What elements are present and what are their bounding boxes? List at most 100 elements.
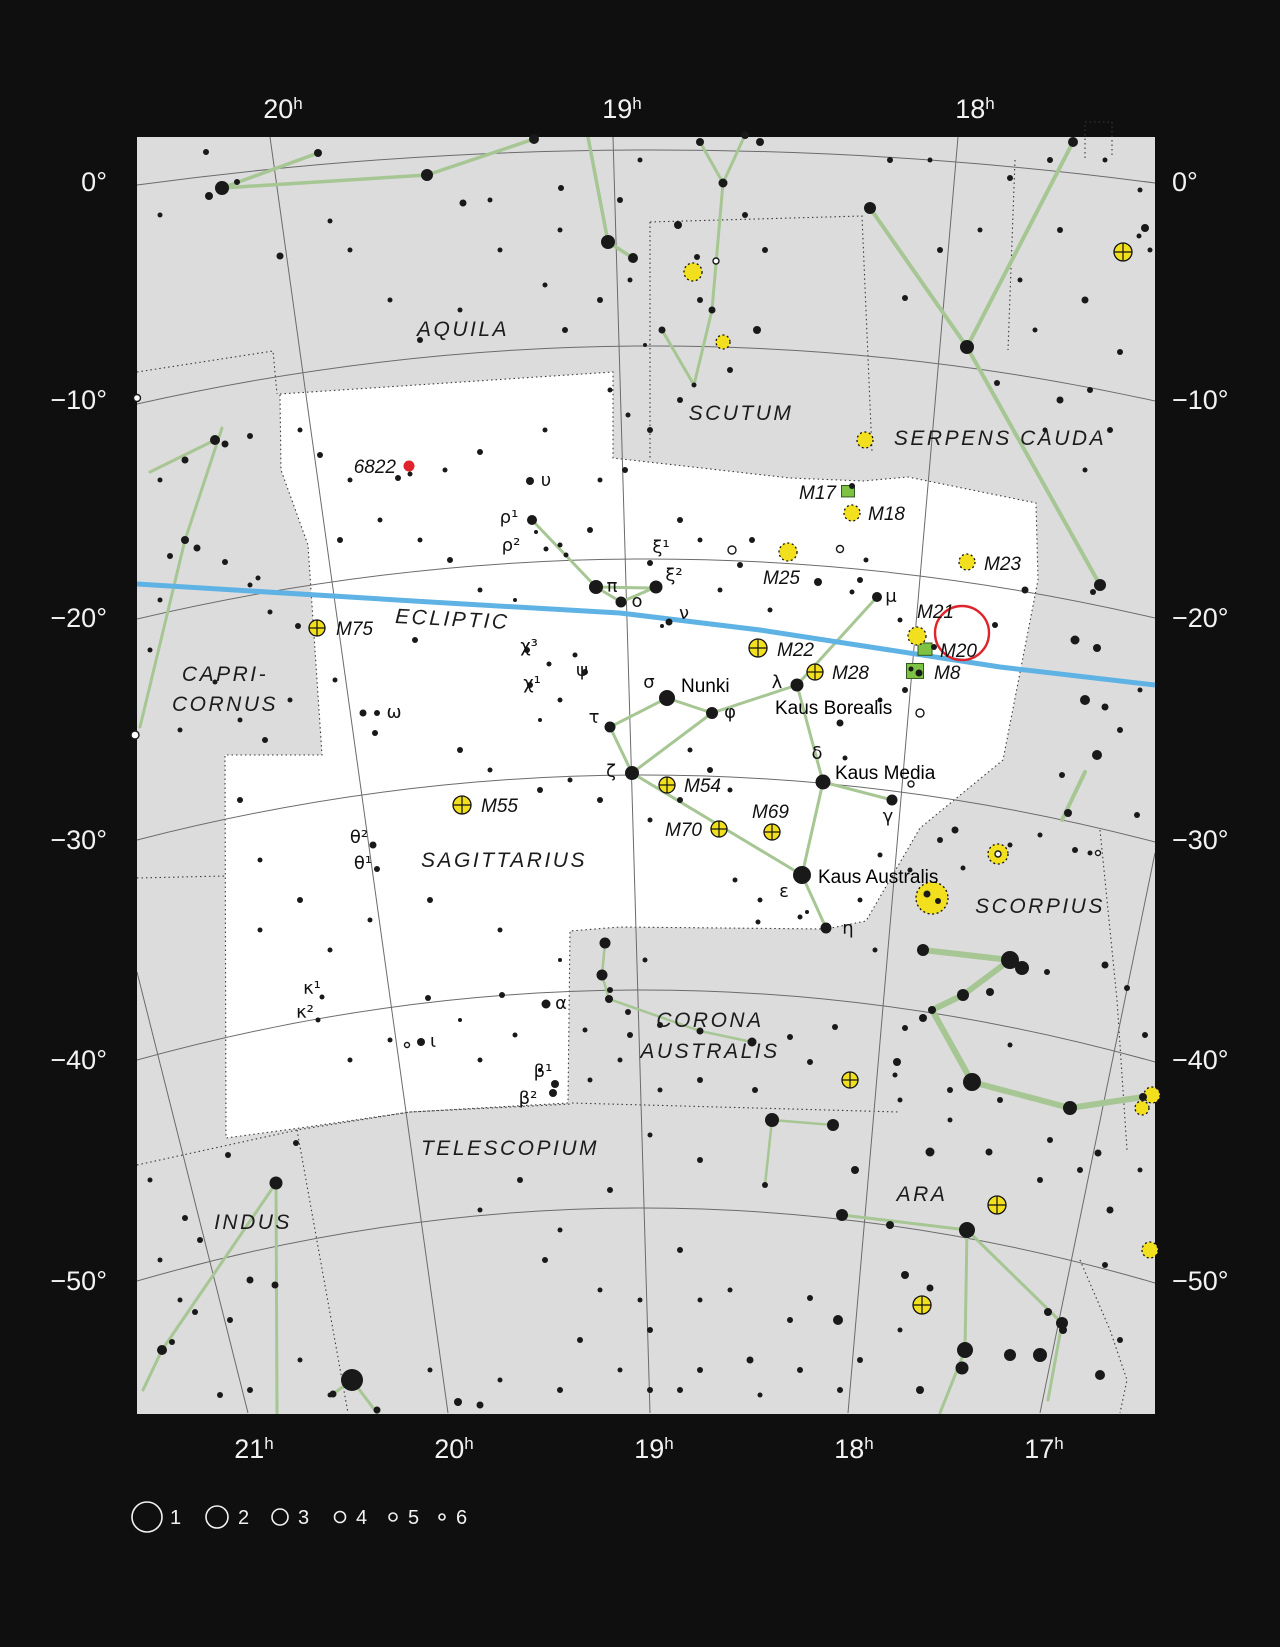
legend-magnitude-circle xyxy=(131,1501,163,1533)
star-dot xyxy=(659,690,675,706)
constellation-boundary-line xyxy=(296,1129,349,1414)
star-dot xyxy=(923,890,931,898)
star-dot xyxy=(749,537,755,543)
star-name-label: Nunki xyxy=(681,676,730,697)
star-dot xyxy=(557,1387,563,1393)
constellation-figure-line xyxy=(692,308,714,387)
star-dot xyxy=(1101,961,1109,969)
star-dot xyxy=(767,607,773,613)
star-dot xyxy=(617,197,623,203)
globular-cluster-symbol xyxy=(806,663,824,681)
star-dot xyxy=(1117,727,1123,733)
star-dot xyxy=(546,661,552,667)
star-dot xyxy=(628,253,638,263)
constellation-figure-line xyxy=(1067,1094,1146,1111)
star-dot xyxy=(1056,396,1064,404)
grid-declination-line xyxy=(137,149,1155,186)
star-dot xyxy=(210,435,220,445)
greek-letter-label: ε xyxy=(779,881,789,902)
constellation-figure-line xyxy=(608,725,634,775)
star-dot xyxy=(677,517,683,523)
star-dot xyxy=(477,449,483,455)
star-dot xyxy=(597,1287,603,1293)
star-dot xyxy=(1007,1042,1013,1048)
star-dot xyxy=(677,1387,683,1393)
star-dot xyxy=(1102,1262,1108,1268)
star-dot xyxy=(697,537,703,543)
greek-letter-label: δ xyxy=(811,743,822,764)
star-dot xyxy=(217,1392,223,1398)
star-dot xyxy=(746,1356,754,1364)
star-dot xyxy=(827,1119,839,1131)
star-dot xyxy=(147,1177,153,1183)
star-dot xyxy=(271,1281,279,1289)
constellation-figure-line xyxy=(721,137,746,185)
sagittarius-boundary-region xyxy=(224,371,1039,1139)
star-dot xyxy=(367,917,373,923)
greek-letter-label: χ¹ xyxy=(523,673,541,694)
star-dot xyxy=(1044,969,1050,975)
star-dot xyxy=(1072,847,1078,853)
star-dot xyxy=(597,477,603,483)
constellation-boundary-line xyxy=(1007,159,1016,351)
star-dot xyxy=(1142,1032,1148,1038)
greek-letter-label: σ xyxy=(643,672,654,693)
star-dot xyxy=(1092,750,1102,760)
constellation-figure-line xyxy=(965,345,1102,587)
messier-object-label: M22 xyxy=(777,640,814,661)
star-dot xyxy=(529,134,539,144)
star-dot xyxy=(1117,349,1123,355)
legend-magnitude-label: 5 xyxy=(408,1507,419,1529)
star-dot xyxy=(687,747,693,753)
constellation-figure-line xyxy=(425,137,536,177)
star-dot xyxy=(582,669,588,675)
star-dot xyxy=(447,557,453,563)
constellation-figure-line xyxy=(868,206,969,349)
star-dot xyxy=(395,475,401,481)
star-dot xyxy=(1068,137,1078,147)
constellation-boundary-line xyxy=(649,215,873,453)
star-dot xyxy=(337,537,343,543)
ra-label-top: 18h xyxy=(955,94,995,124)
grid-right-ascension-line xyxy=(137,971,249,1414)
star-dot xyxy=(957,1342,973,1358)
star-dot xyxy=(1037,832,1043,838)
messier-object-label: M55 xyxy=(481,796,518,817)
star-dot xyxy=(787,1034,793,1040)
star-dot xyxy=(815,774,831,790)
constellation-figure-line xyxy=(710,181,725,312)
star-dot xyxy=(157,477,163,483)
star-dot xyxy=(527,515,537,525)
greek-letter-label: ψ xyxy=(576,660,588,681)
constellation-figure-line xyxy=(840,1213,969,1232)
star-dot xyxy=(332,677,338,683)
star-dot xyxy=(237,797,243,803)
grid-right-ascension-line xyxy=(269,137,449,1414)
star-dot xyxy=(369,841,377,849)
star-dot xyxy=(1001,951,1019,969)
star-dot xyxy=(562,327,568,333)
star-dot xyxy=(257,857,263,863)
constellation-figure-line xyxy=(141,1348,164,1392)
variable-star-marker xyxy=(132,393,142,403)
star-dot xyxy=(765,1113,779,1127)
star-dot xyxy=(1124,985,1130,991)
star-dot xyxy=(1102,157,1108,163)
star-dot xyxy=(425,995,431,1001)
star-dot xyxy=(872,592,882,602)
star-dot xyxy=(691,382,697,388)
messier-object-label: M54 xyxy=(684,776,721,797)
star-dot xyxy=(542,1257,548,1263)
ra-label-top: 20h xyxy=(263,94,303,124)
star-dot xyxy=(657,1022,663,1028)
variable-star-marker xyxy=(915,708,925,718)
star-dot xyxy=(267,609,273,615)
star-dot xyxy=(790,678,804,692)
star-dot xyxy=(563,552,569,558)
star-dot xyxy=(1017,277,1023,283)
ra-label-bottom: 21h xyxy=(234,1434,274,1464)
star-dot xyxy=(1063,1101,1077,1115)
star-dot xyxy=(1080,695,1090,705)
star-dot xyxy=(255,575,261,581)
star-dot xyxy=(1082,467,1088,473)
